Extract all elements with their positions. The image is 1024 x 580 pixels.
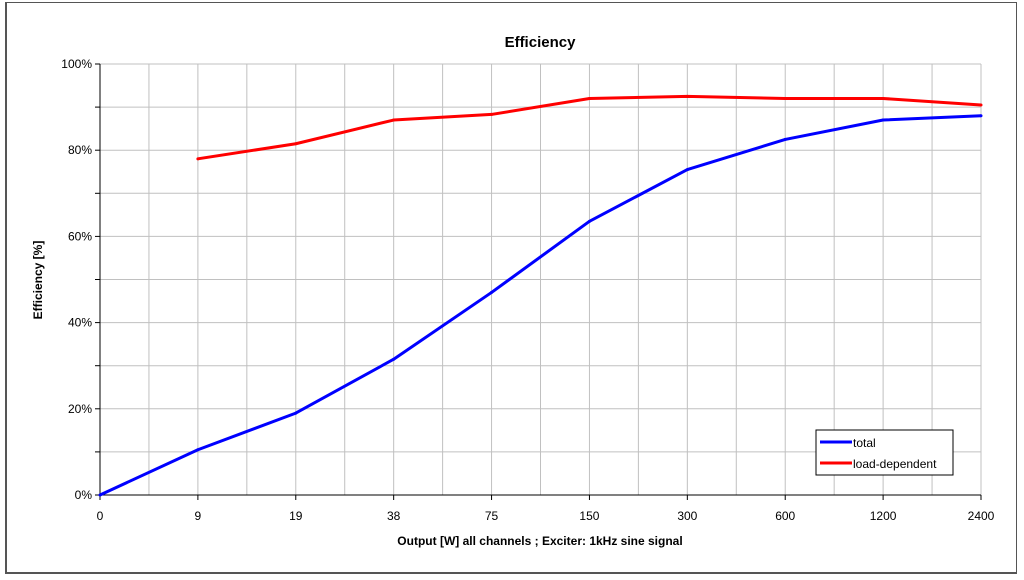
data-point <box>979 114 983 118</box>
legend-box <box>815 429 954 476</box>
data-point <box>881 96 885 100</box>
data-point <box>587 219 591 223</box>
data-point <box>196 448 200 452</box>
data-point <box>685 94 689 98</box>
legend: total load-dependent <box>815 429 954 476</box>
legend-label: load-dependent <box>853 457 937 471</box>
data-point <box>685 168 689 172</box>
x-tick-label: 75 <box>485 509 499 523</box>
x-tick-label: 300 <box>677 509 697 523</box>
x-tick-label: 9 <box>195 509 202 523</box>
data-point <box>490 112 494 116</box>
chart-frame <box>5 2 1017 574</box>
data-point <box>490 290 494 294</box>
x-axis-label: Output [W] all channels ; Exciter: 1kHz … <box>397 534 682 548</box>
y-tick-label: 60% <box>68 229 92 243</box>
data-point <box>783 96 787 100</box>
data-point <box>294 411 298 415</box>
data-point <box>196 157 200 161</box>
data-point <box>783 137 787 141</box>
data-point <box>98 493 102 497</box>
data-point <box>979 103 983 107</box>
data-point <box>587 96 591 100</box>
x-tick-label: 2400 <box>968 509 995 523</box>
data-point <box>392 357 396 361</box>
y-tick-label: 0% <box>75 488 93 502</box>
y-tick-label: 80% <box>68 143 92 157</box>
y-axis-label: Efficiency [%] <box>31 241 45 320</box>
x-tick-label: 1200 <box>870 509 897 523</box>
chart-title: Efficiency <box>505 34 577 51</box>
legend-label: total <box>853 436 876 450</box>
x-tick-label: 0 <box>97 509 104 523</box>
data-point <box>392 118 396 122</box>
y-tick-label: 100% <box>61 57 92 71</box>
x-tick-label: 150 <box>579 509 599 523</box>
x-tick-label: 600 <box>775 509 795 523</box>
y-tick-label: 40% <box>68 316 92 330</box>
series-line-total <box>99 114 982 497</box>
data-point <box>881 118 885 122</box>
y-tick-label: 20% <box>68 402 92 416</box>
x-tick-label: 38 <box>387 509 401 523</box>
data-point <box>294 142 298 146</box>
x-tick-label: 19 <box>289 509 303 523</box>
